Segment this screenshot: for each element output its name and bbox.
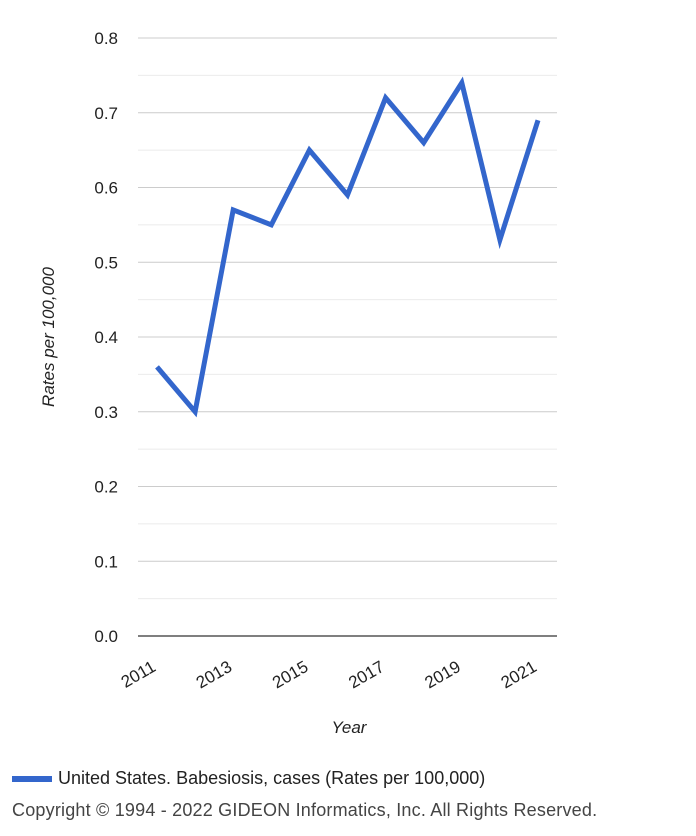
copyright-notice: Copyright © 1994 - 2022 GIDEON Informati…: [12, 800, 598, 820]
x-tick-label: 2015: [269, 657, 311, 692]
legend: United States. Babesiosis, cases (Rates …: [12, 768, 485, 789]
y-tick-label: 0.1: [94, 552, 118, 571]
x-tick-label: 2019: [422, 657, 464, 692]
gridlines: [138, 37, 557, 600]
x-tick-label: 2017: [345, 657, 387, 692]
x-tick-label: 2021: [498, 657, 540, 692]
line-chart: 0.0 0.1 0.2 0.3 0.4 0.5 0.6 0.7 0.8 2011 2013 2015…: [39, 29, 557, 737]
x-tick-label: 2013: [193, 657, 235, 692]
y-tick-label: 0.4: [94, 328, 118, 347]
series-layer: [155, 76, 541, 418]
legend-label: United States. Babesiosis, cases (Rates …: [58, 768, 486, 788]
y-tick-label: 0.7: [94, 104, 118, 123]
series-line: [155, 76, 541, 418]
x-tick-label: 2011: [118, 657, 159, 692]
y-tick-label: 0.5: [94, 253, 118, 272]
y-tick-label: 0.8: [94, 29, 118, 48]
legend-swatch: [12, 775, 52, 782]
y-tick-label: 0.2: [94, 478, 118, 497]
x-axis-ticks: 2011 2013 2015 2017 2019 2021: [118, 657, 540, 692]
y-axis-ticks: 0.0 0.1 0.2 0.3 0.4 0.5 0.6 0.7 0.8: [94, 29, 118, 646]
y-tick-label: 0.6: [94, 179, 118, 198]
y-tick-label: 0.3: [94, 403, 118, 422]
y-axis-title: Rates per 100,000: [39, 267, 58, 407]
y-tick-label: 0.0: [94, 627, 118, 646]
x-axis-title: Year: [332, 718, 368, 737]
